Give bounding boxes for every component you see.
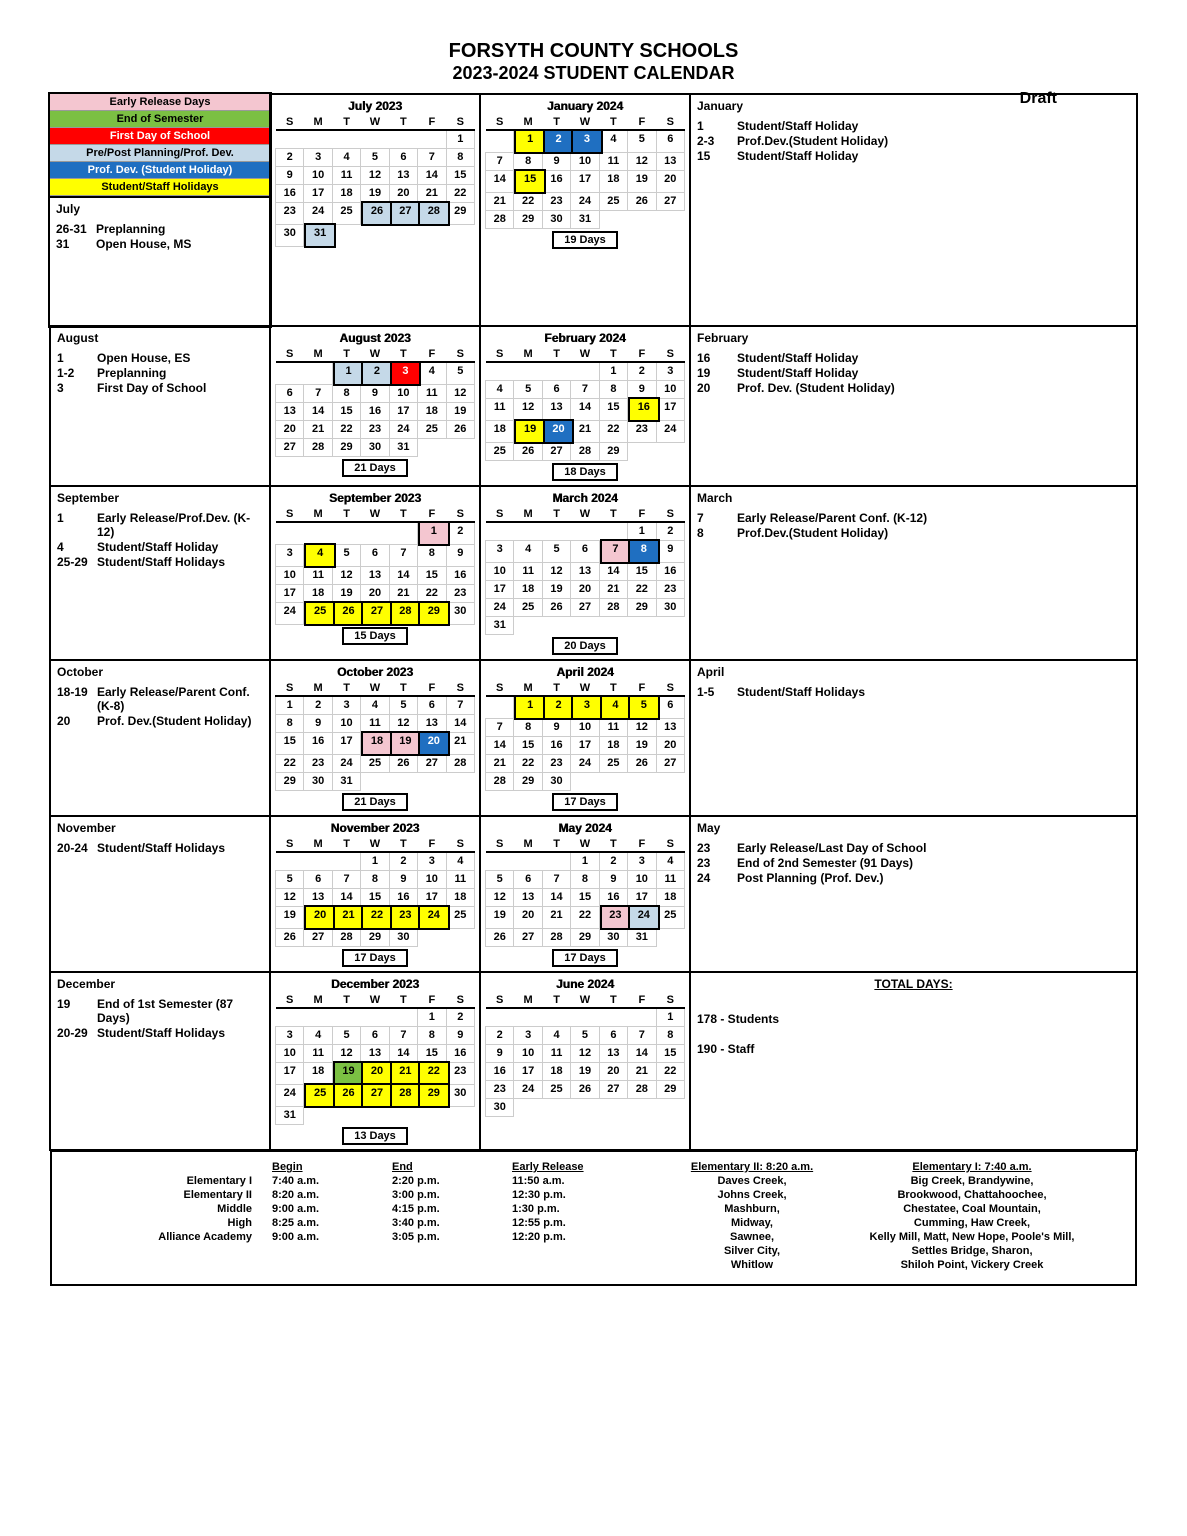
events-october: October18-19Early Release/Parent Conf. (… [49,659,271,817]
legend-row: Early Release Days [50,94,270,111]
month-title: September 2023 [275,491,475,505]
calendar-month: SMTWTFS123456789101112131415161718192021… [275,837,475,947]
calendar-month: SMTWTFS123456789101112131415161718192021… [485,507,685,635]
legend-row: End of Semester [50,111,270,128]
month-august: August 2023 SMTWTFS1234567891011121314151… [269,325,481,487]
events-february: February16Student/Staff Holiday19Student… [689,325,1138,487]
calendar-month: SMTWTFS123456789101112131415161718192021… [485,681,685,791]
month-title: November 2023 [275,821,475,835]
days-count: 13 Days [342,1127,408,1145]
month-december: December 2023 SMTWTFS12345678910111213141… [269,971,481,1151]
month-title: July 2023 [275,99,475,113]
month-title: August 2023 [275,331,475,345]
calendar-month: SMTWTFS123456789101112131415161718192021… [275,993,475,1125]
days-count: 17 Days [552,949,618,967]
month-september: September 2023 SMTWTFS1234567891011121314… [269,485,481,661]
calendar-month: SMTWTFS123456789101112131415161718192021… [485,347,685,461]
calendar-month: SMTWTFS123456789101112131415161718192021… [275,347,475,457]
events-september: September1Early Release/Prof.Dev. (K-12)… [49,485,271,661]
calendar-month: SMTWTFS123456789101112131415161718192021… [485,115,685,229]
legend-row: Prof. Dev. (Student Holiday) [50,162,270,179]
month-title: January 2024 [485,99,685,113]
days-count: 19 Days [552,231,618,249]
events-december: December19End of 1st Semester (87 Days)2… [49,971,271,1151]
days-count: 21 Days [342,459,408,477]
legend-row: First Day of School [50,128,270,145]
days-count: 20 Days [552,637,618,655]
month-may: May 2024 SMTWTFS1234567891011121314151617… [479,815,691,973]
month-title: February 2024 [485,331,685,345]
month-june: June 2024 SMTWTFS123456789101112131415161… [479,971,691,1151]
month-july: July 2023 SMTWTFS123456789101112131415161… [269,93,481,327]
days-count: 17 Days [342,949,408,967]
month-title: March 2024 [485,491,685,505]
days-count: 15 Days [342,627,408,645]
month-january: January 2024 SMTWTFS123456789101112131415… [479,93,691,327]
days-count: 18 Days [552,463,618,481]
month-title: May 2024 [485,821,685,835]
calendar-page: Draft FORSYTH COUNTY SCHOOLS 2023-2024 S… [50,40,1137,1286]
month-title: April 2024 [485,665,685,679]
month-april: April 2024 SMTWTFS12345678910111213141516… [479,659,691,817]
events-november: November20-24Student/Staff Holidays [49,815,271,973]
legend-row: Student/Staff Holidays [50,179,270,196]
month-title: December 2023 [275,977,475,991]
month-february: February 2024 SMTWTFS12345678910111213141… [479,325,691,487]
days-count: 17 Days [552,793,618,811]
events-july: July26-31Preplanning31Open House, MS [48,196,272,328]
month-march: March 2024 SMTWTFS12345678910111213141516… [479,485,691,661]
calendar-month: SMTWTFS123456789101112131415161718192021… [275,507,475,625]
calendar-month: SMTWTFS123456789101112131415161718192021… [485,993,685,1117]
month-title: June 2024 [485,977,685,991]
totals: TOTAL DAYS:178 - Students 190 - Staff [689,971,1138,1151]
calendar-month: SMTWTFS123456789101112131415161718192021… [275,115,475,247]
calendar-month: SMTWTFS123456789101112131415161718192021… [485,837,685,947]
schedule-table: Elementary IElementary IIMiddleHighAllia… [50,1150,1137,1286]
legend: Early Release DaysEnd of SemesterFirst D… [48,92,272,198]
calendar-grid: Early Release DaysEnd of SemesterFirst D… [50,94,1137,1150]
events-march: March7Early Release/Parent Conf. (K-12)8… [689,485,1138,661]
month-october: October 2023 SMTWTFS123456789101112131415… [269,659,481,817]
days-count: 21 Days [342,793,408,811]
events-august: August1Open House, ES1-2Preplanning3Firs… [49,325,271,487]
calendar-month: SMTWTFS123456789101112131415161718192021… [275,681,475,791]
page-title: FORSYTH COUNTY SCHOOLS [50,40,1137,63]
events-january: January1Student/Staff Holiday2-3Prof.Dev… [689,93,1138,327]
page-subtitle: 2023-2024 STUDENT CALENDAR [50,63,1137,84]
legend-row: Pre/Post Planning/Prof. Dev. [50,145,270,162]
month-title: October 2023 [275,665,475,679]
events-may: May23Early Release/Last Day of School23E… [689,815,1138,973]
events-april: April1-5Student/Staff Holidays [689,659,1138,817]
draft-label: Draft [1020,90,1057,108]
month-november: November 2023 SMTWTFS12345678910111213141… [269,815,481,973]
